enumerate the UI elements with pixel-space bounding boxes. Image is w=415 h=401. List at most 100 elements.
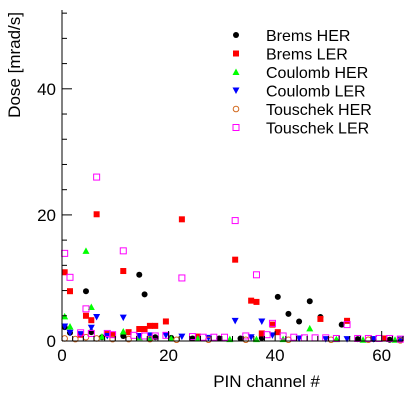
data-point	[82, 312, 89, 319]
data-point	[87, 324, 95, 332]
data-point	[120, 268, 127, 275]
data-point	[141, 291, 148, 298]
legend-entry: Coulomb LER	[232, 84, 366, 101]
data-point	[317, 315, 324, 322]
data-point	[136, 271, 143, 278]
series-4	[61, 314, 404, 344]
legend-marker	[232, 105, 240, 113]
data-point	[66, 329, 74, 337]
data-point	[66, 322, 74, 330]
legend-entry: Touschek HER	[232, 102, 372, 119]
y-tick-label: 40	[37, 80, 56, 99]
data-point	[82, 305, 90, 313]
legend-entry: Brems HER	[233, 28, 350, 45]
y-tick-label: 0	[47, 332, 56, 351]
data-point	[82, 288, 89, 295]
data-point	[146, 332, 154, 339]
data-point	[338, 321, 345, 328]
legend-marker	[232, 68, 240, 75]
data-point	[119, 247, 127, 255]
data-point	[125, 329, 132, 336]
data-point	[66, 288, 73, 295]
x-tick-label: 20	[159, 346, 178, 365]
data-point	[82, 247, 90, 254]
legend-label: Touschek LER	[266, 121, 369, 138]
legend-marker	[232, 124, 240, 131]
data-point	[274, 293, 281, 300]
legend-label: Coulomb LER	[266, 84, 366, 101]
data-point	[295, 335, 303, 342]
data-point	[194, 334, 202, 342]
data-point	[279, 332, 287, 340]
legend-entry: Touschek LER	[232, 121, 369, 138]
data-point	[98, 333, 106, 340]
data-point	[332, 335, 340, 343]
data-point	[237, 335, 244, 342]
data-point	[93, 314, 101, 321]
legend-marker	[232, 87, 240, 94]
data-point	[252, 335, 260, 343]
legend-marker	[233, 32, 239, 38]
data-point	[162, 318, 169, 325]
data-point	[178, 333, 186, 341]
data-point	[87, 329, 95, 337]
data-point	[269, 321, 276, 328]
legend-label: Brems HER	[266, 28, 350, 45]
data-point	[119, 314, 127, 322]
data-point	[231, 317, 239, 325]
data-point	[109, 331, 116, 338]
data-point	[130, 331, 138, 339]
data-point	[252, 271, 260, 279]
data-point	[242, 332, 250, 340]
data-point	[253, 298, 260, 305]
data-point	[119, 328, 127, 335]
data-point	[103, 329, 111, 337]
data-point	[151, 332, 159, 340]
data-point	[268, 319, 276, 327]
data-point	[248, 297, 255, 304]
data-point	[231, 217, 239, 225]
data-point	[274, 329, 281, 336]
data-point	[167, 334, 175, 342]
legend-entry: Brems LER	[233, 47, 348, 64]
data-point	[226, 335, 234, 343]
data-point	[263, 331, 271, 339]
data-point	[306, 324, 314, 332]
data-point	[88, 317, 95, 324]
data-point	[344, 317, 351, 324]
data-point	[135, 332, 143, 340]
data-point	[141, 332, 149, 340]
data-point	[77, 329, 85, 337]
data-point	[343, 336, 351, 343]
data-point	[285, 310, 292, 317]
x-tick-label: 60	[372, 346, 391, 365]
data-point	[258, 318, 266, 325]
legend-marker	[233, 50, 239, 57]
data-point	[205, 334, 213, 342]
legend-label: Brems LER	[266, 47, 348, 64]
data-point	[370, 336, 378, 343]
data-point	[93, 173, 101, 181]
data-point	[61, 323, 69, 330]
y-tick-label: 20	[37, 206, 56, 225]
data-point	[77, 331, 85, 338]
x-axis-title: PIN channel #	[213, 372, 320, 391]
x-tick-label: 0	[57, 346, 66, 365]
data-point	[232, 256, 239, 263]
data-point	[258, 330, 265, 337]
data-point	[141, 326, 148, 333]
data-point	[178, 274, 186, 282]
data-point	[247, 334, 255, 341]
data-point	[136, 326, 143, 333]
data-point	[322, 336, 330, 343]
legend-label: Coulomb HER	[266, 65, 368, 82]
data-point	[66, 273, 74, 281]
data-point	[178, 216, 185, 223]
data-point	[93, 211, 100, 218]
legend-entry: Coulomb HER	[232, 65, 368, 82]
data-point	[146, 322, 153, 329]
data-point	[306, 298, 313, 305]
data-point	[162, 332, 170, 339]
